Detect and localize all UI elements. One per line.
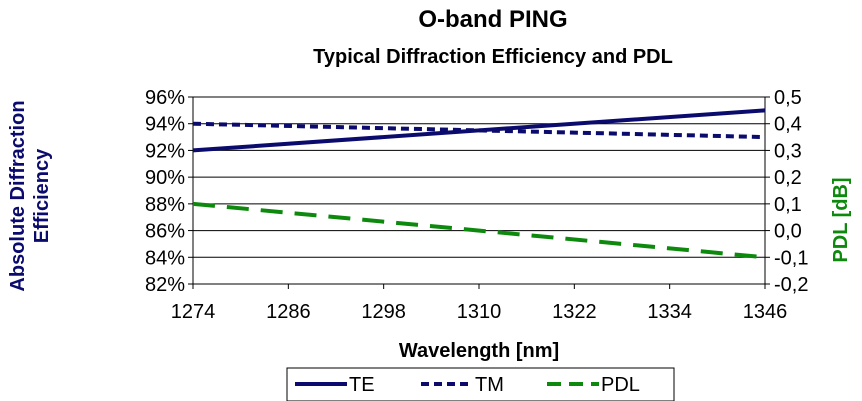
- left-tick-label: 94%: [145, 114, 185, 136]
- left-axis-ticks: 96% 94% 92% 90% 88% 86% 84% 82%: [145, 87, 193, 296]
- left-tick-label: 90%: [145, 167, 185, 189]
- x-tick-label: 1322: [552, 301, 597, 323]
- right-axis-ticks: 0,5 0,4 0,3 0,2 0,1 0,0 -0,1 -0,2: [765, 87, 808, 296]
- x-axis-title: Wavelength [nm]: [399, 340, 559, 362]
- legend-box: [286, 367, 675, 401]
- right-tick-label: 0,2: [774, 167, 802, 189]
- right-tick-label: 0,3: [774, 140, 802, 162]
- chart-subtitle: Typical Diffraction Efficiency and PDL: [313, 46, 673, 68]
- series-line-tm: [192, 121, 766, 140]
- series-lines: [192, 108, 766, 260]
- legend-label-pdl: PDL: [601, 374, 640, 396]
- right-tick-label: 0,5: [774, 87, 802, 109]
- left-tick-label: 82%: [145, 274, 185, 296]
- chart-title: O-band PING: [418, 6, 567, 33]
- left-tick-label: 86%: [145, 221, 185, 243]
- right-tick-label: 0,0: [774, 221, 802, 243]
- x-tick-label: 1286: [266, 301, 311, 323]
- legend-label-tm: TM: [475, 374, 504, 396]
- x-tick-label: 1310: [457, 301, 502, 323]
- legend-items: TE TM PDL: [295, 374, 640, 396]
- x-axis-ticks: 1274 1286 1298 1310 1322 1334 1346: [171, 284, 788, 323]
- x-tick-label: 1346: [743, 301, 788, 323]
- x-tick-label: 1274: [171, 301, 216, 323]
- left-axis-title-line1: Absolute Diffraction: [7, 100, 29, 291]
- legend: TE TM PDL: [286, 367, 675, 401]
- legend-label-te: TE: [349, 374, 375, 396]
- right-axis-title: PDL [dB]: [830, 177, 852, 262]
- left-axis-title-line2: Efficiency: [31, 148, 53, 243]
- left-tick-label: 96%: [145, 87, 185, 109]
- plot-area: 1274 1286 1298 1310 1322 1334 1346 96% 94% 92% 90…: [145, 87, 809, 323]
- x-tick-label: 1334: [647, 301, 692, 323]
- gridlines: [193, 96, 765, 258]
- right-axis-title-text: PDL [dB]: [830, 177, 852, 262]
- x-tick-label: 1298: [361, 301, 406, 323]
- left-tick-label: 88%: [145, 194, 185, 216]
- left-axis-title: Absolute Diffraction Efficiency: [7, 100, 53, 291]
- series-line-pdl: [192, 201, 766, 260]
- left-tick-label: 84%: [145, 247, 185, 269]
- right-tick-label: 0,4: [774, 114, 802, 136]
- right-tick-label: -0,2: [774, 274, 808, 296]
- right-tick-label: -0,1: [774, 247, 808, 269]
- right-tick-label: 0,1: [774, 194, 802, 216]
- left-tick-label: 92%: [145, 140, 185, 162]
